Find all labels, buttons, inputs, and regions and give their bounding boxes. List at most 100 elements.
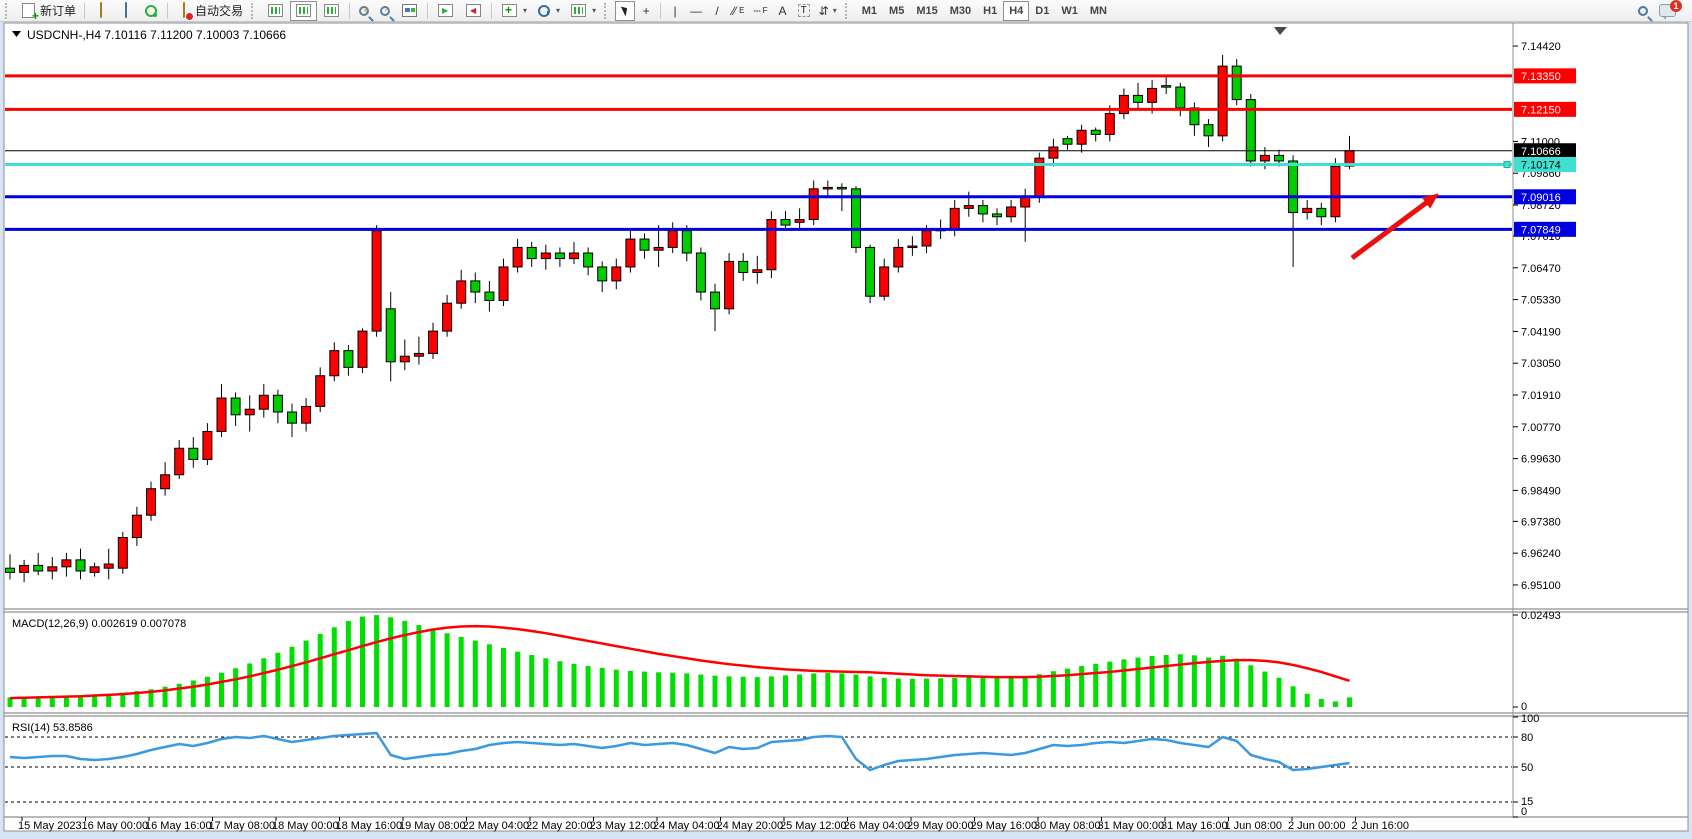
chart-shift-button[interactable] (460, 1, 487, 21)
cursor-tool-button[interactable] (615, 0, 636, 21)
macd-panel[interactable]: MACD(12,26,9) 0.002619 0.007078 (7, 615, 1353, 707)
periods-button[interactable]: ▾ (532, 1, 564, 21)
price-label-support: 7.07849 (1521, 224, 1561, 236)
price-label-resistance: 7.13350 (1521, 71, 1561, 83)
arrows-tool-icon: ⇵ (818, 3, 829, 18)
candle (174, 447, 185, 476)
tile-windows-icon (402, 4, 418, 17)
time-label[interactable]: 31 May 16:00 (1161, 820, 1228, 832)
time-label[interactable]: 16 May 16:00 (145, 820, 212, 832)
chart-shift-marker[interactable] (1274, 27, 1287, 35)
auto-scroll-icon (438, 4, 454, 17)
crosshair-tool-button[interactable]: + (636, 1, 656, 21)
time-label[interactable]: 22 May 20:00 (526, 820, 593, 832)
time-label[interactable]: 1 Jun 08:00 (1225, 820, 1283, 832)
timeframe-MN[interactable]: MN (1084, 1, 1113, 21)
time-label[interactable]: 19 May 08:00 (399, 820, 466, 832)
candle (653, 246, 664, 251)
timeframe-H4[interactable]: H4 (1003, 0, 1030, 21)
label-tool-icon: T (797, 4, 810, 17)
timeframe-M15[interactable]: M15 (910, 1, 943, 21)
horizontal-line-tool-button[interactable]: — (686, 1, 706, 21)
indicators-button[interactable]: ▾ (496, 1, 531, 21)
macd-histogram-bar (1220, 655, 1226, 707)
market-watch-button[interactable] (89, 1, 113, 21)
time-label[interactable]: 26 May 04:00 (844, 820, 911, 832)
terminal-button[interactable] (139, 1, 163, 21)
toolbar-grip[interactable] (604, 2, 611, 19)
candle (1259, 154, 1270, 162)
fibonacci-tool-button[interactable]: ┄ F (749, 1, 771, 21)
timeframe-M30[interactable]: M30 (944, 1, 977, 21)
time-label[interactable]: 2 Jun 00:00 (1288, 820, 1346, 832)
candle (1217, 65, 1228, 137)
timeframe-M5[interactable]: M5 (883, 1, 910, 21)
rsi-panel[interactable]: RSI(14) 53.8586 (5, 722, 1512, 803)
time-label[interactable]: 2 Jun 16:00 (1352, 820, 1410, 832)
zoom-in-button[interactable]: + (354, 1, 374, 21)
candle (766, 219, 777, 271)
vertical-line-tool-button[interactable]: | (665, 1, 685, 21)
time-label[interactable]: 17 May 08:00 (209, 820, 276, 832)
macd-histogram-bar (21, 697, 27, 707)
notifications-icon[interactable]: 1 (1659, 0, 1682, 20)
timeframe-M1[interactable]: M1 (856, 1, 883, 21)
candle (146, 488, 156, 516)
toolbar-grip[interactable] (5, 2, 12, 19)
toolbar-grip[interactable] (844, 2, 852, 19)
new-order-button[interactable]: 新订单 (16, 1, 80, 23)
macd-histogram-bar (825, 673, 831, 707)
time-label[interactable]: 18 May 16:00 (336, 820, 403, 832)
navigator-button[interactable] (114, 1, 138, 21)
candle (1245, 99, 1256, 162)
channel-tool-button[interactable]: ⁄⁄ E (728, 1, 748, 21)
candle (385, 308, 396, 363)
candle (1118, 94, 1129, 115)
macd-histogram-bar (754, 677, 760, 707)
timeframe-W1[interactable]: W1 (1055, 1, 1084, 21)
price-tick-label: 6.96240 (1521, 548, 1561, 560)
candle (216, 397, 227, 433)
toolbar-grip[interactable] (251, 2, 258, 19)
candle (188, 447, 199, 460)
candlestick-chart-button[interactable] (290, 0, 318, 21)
time-label[interactable]: 29 May 16:00 (971, 820, 1038, 832)
time-label[interactable]: 24 May 04:00 (653, 820, 720, 832)
label-tool-button[interactable]: T (794, 1, 814, 21)
time-label[interactable]: 22 May 04:00 (463, 820, 530, 832)
templates-button[interactable]: ▾ (565, 1, 600, 21)
tile-windows-button[interactable] (396, 1, 423, 21)
candle (554, 252, 565, 260)
time-label[interactable]: 18 May 00:00 (272, 820, 339, 832)
line-chart-button[interactable] (318, 1, 345, 21)
time-label[interactable]: 24 May 20:00 (717, 820, 784, 832)
trendline-tool-button[interactable]: / (707, 1, 727, 21)
macd-histogram-bar (627, 670, 633, 707)
macd-histogram-bar (1191, 655, 1197, 707)
separator (349, 2, 351, 19)
search-icon[interactable] (1638, 5, 1648, 16)
zoom-out-button[interactable]: − (375, 1, 395, 21)
chart-canvas[interactable]: USDCNH-,H4 7.10116 7.11200 7.10003 7.106… (0, 22, 1692, 833)
timeframe-H1[interactable]: H1 (977, 1, 1003, 21)
candle (202, 431, 213, 460)
time-label[interactable]: 29 May 00:00 (907, 820, 974, 832)
timeframe-D1[interactable]: D1 (1029, 1, 1055, 21)
symbol-dropdown-icon[interactable] (12, 31, 21, 37)
time-label[interactable]: 30 May 08:00 (1034, 820, 1101, 832)
time-label[interactable]: 15 May 2023 (18, 820, 82, 832)
trend-arrow-head (1421, 193, 1439, 209)
auto-scroll-button[interactable] (432, 1, 459, 21)
time-label[interactable]: 31 May 00:00 (1098, 820, 1165, 832)
text-tool-button[interactable]: A (773, 1, 793, 21)
arrows-tool-button[interactable]: ⇵ ▾ (815, 1, 841, 21)
time-label[interactable]: 23 May 12:00 (590, 820, 657, 832)
trend-arrow-line[interactable] (1350, 194, 1436, 261)
candle (1076, 129, 1087, 145)
candle (329, 350, 340, 377)
candle (681, 230, 692, 254)
time-label[interactable]: 16 May 00:00 (82, 820, 149, 832)
time-label[interactable]: 25 May 12:00 (780, 820, 847, 832)
autotrading-button[interactable]: 自动交易 (172, 1, 247, 21)
bar-chart-button[interactable] (262, 1, 289, 21)
